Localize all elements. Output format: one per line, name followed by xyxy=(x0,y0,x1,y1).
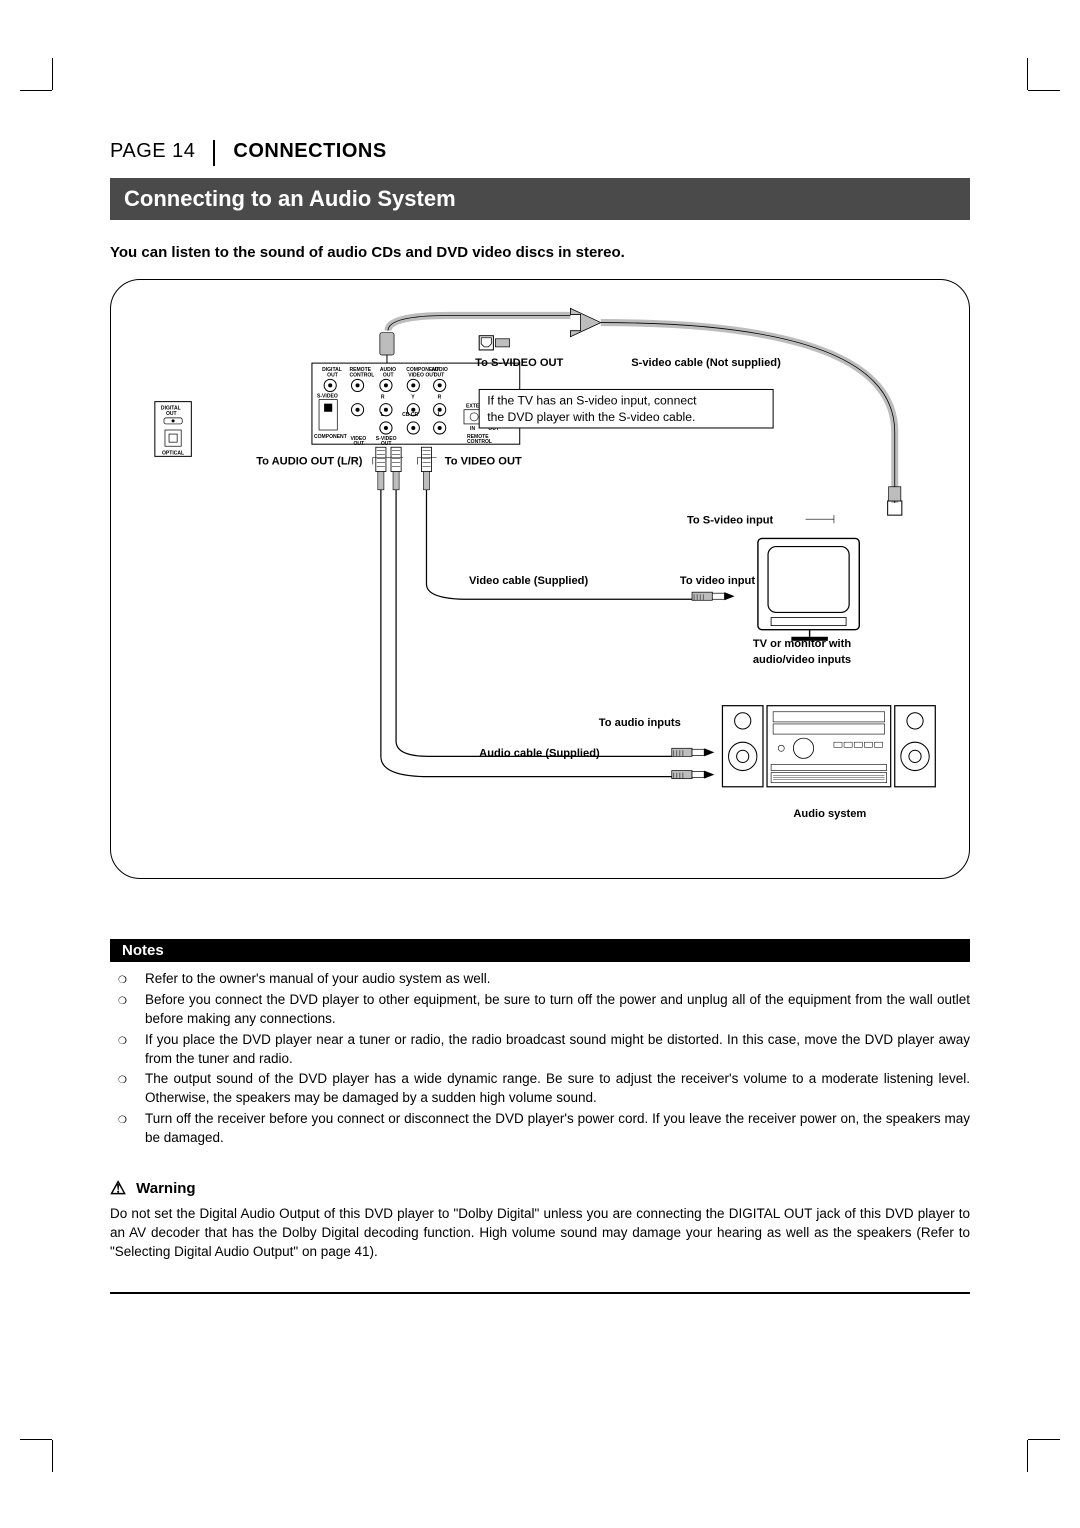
svg-text:the DVD player with the S-vide: the DVD player with the S-video cable. xyxy=(487,410,695,424)
svg-text:CONTROL: CONTROL xyxy=(349,372,374,378)
bullet-icon: ❍ xyxy=(118,1114,127,1148)
page-title: Connecting to an Audio System xyxy=(110,178,970,220)
bullet-icon: ❍ xyxy=(118,995,127,1029)
warning-label: Warning xyxy=(136,1180,195,1197)
svg-text:L: L xyxy=(438,412,441,418)
label-tv-2: audio/video inputs xyxy=(753,654,851,666)
svg-text:R: R xyxy=(381,395,385,401)
tv-icon xyxy=(758,538,859,640)
svg-text:OUT: OUT xyxy=(354,441,366,447)
bullet-icon: ❍ xyxy=(118,1074,127,1108)
header-divider xyxy=(213,140,215,166)
warning-icon: ⚠ xyxy=(110,1178,126,1199)
label-to-svideo-input: To S-video input xyxy=(687,514,774,526)
label-to-audio-inputs: To audio inputs xyxy=(599,717,681,729)
label-audio-cable: Audio cable (Supplied) xyxy=(479,747,600,759)
label-to-video-out: To VIDEO OUT xyxy=(445,455,522,467)
svg-text:OUT: OUT xyxy=(166,411,178,417)
intro-text: You can listen to the sound of audio CDs… xyxy=(110,244,970,261)
note-item: ❍If you place the DVD player near a tune… xyxy=(110,1031,970,1069)
label-to-svideo-out: To S-VIDEO OUT xyxy=(475,357,563,369)
svg-text:If the TV has an S-video input: If the TV has an S-video input, connect xyxy=(487,394,697,408)
svg-text:OUT: OUT xyxy=(381,441,393,447)
label-to-audio-out: To AUDIO OUT (L/R) xyxy=(256,455,363,467)
page-number: PAGE 14 xyxy=(110,140,195,163)
note-item: ❍Before you connect the DVD player to ot… xyxy=(110,991,970,1029)
manual-page: PAGE 14 CONNECTIONS Connecting to an Aud… xyxy=(110,140,970,1294)
bottom-rule xyxy=(110,1292,970,1294)
notes-header: Notes xyxy=(110,939,970,962)
svideo-note-box: If the TV has an S-video input, connect … xyxy=(479,389,773,428)
note-item: ❍Turn off the receiver before you connec… xyxy=(110,1110,970,1148)
bullet-icon: ❍ xyxy=(118,974,127,989)
svg-text:IN: IN xyxy=(470,426,475,432)
svg-text:OPTICAL: OPTICAL xyxy=(162,450,184,456)
digital-out-panel: DIGITALOUT OPTICAL xyxy=(155,402,191,457)
svg-text:OUT: OUT xyxy=(327,372,339,378)
svg-text:R: R xyxy=(438,395,442,401)
svg-text:S-VIDEO: S-VIDEO xyxy=(317,394,338,400)
label-audio-system: Audio system xyxy=(793,808,866,820)
svg-text:OUT: OUT xyxy=(383,372,395,378)
label-to-video-input: To video input xyxy=(680,575,755,587)
svg-text:CONTROL: CONTROL xyxy=(467,439,492,445)
section-name: CONNECTIONS xyxy=(233,140,386,163)
bullet-icon: ❍ xyxy=(118,1035,127,1069)
warning-header: ⚠ Warning xyxy=(110,1178,970,1199)
svg-text:OUT: OUT xyxy=(434,372,446,378)
note-item: ❍The output sound of the DVD player has … xyxy=(110,1070,970,1108)
label-video-cable: Video cable (Supplied) xyxy=(469,575,588,587)
warning-text: Do not set the Digital Audio Output of t… xyxy=(110,1205,970,1262)
connection-diagram: DIGITALOUT REMOTECONTROL AUDIOOUT COMPON… xyxy=(110,279,970,879)
notes-list: ❍Refer to the owner's manual of your aud… xyxy=(110,970,970,1148)
svg-text:COMPONENT: COMPONENT xyxy=(314,434,348,440)
note-item: ❍Refer to the owner's manual of your aud… xyxy=(110,970,970,989)
label-svideo-not-supplied: S-video cable (Not supplied) xyxy=(631,357,781,369)
audio-system-icon xyxy=(722,706,935,787)
svg-text:Y: Y xyxy=(411,395,415,401)
page-header: PAGE 14 CONNECTIONS xyxy=(110,140,970,166)
